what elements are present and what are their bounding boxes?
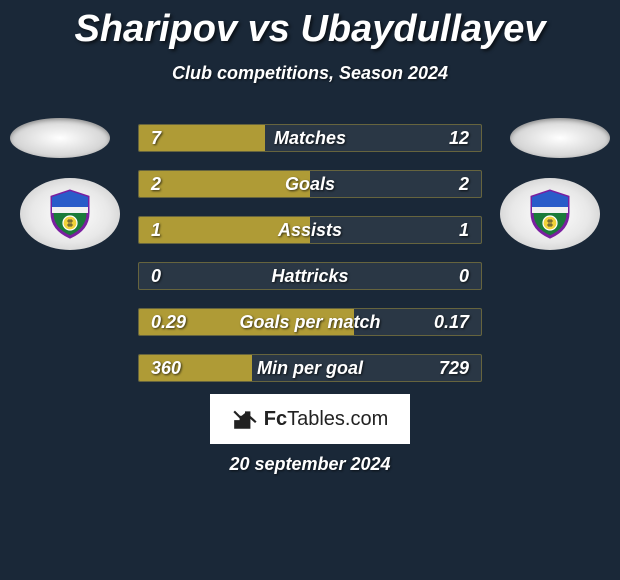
chart-icon	[232, 406, 258, 432]
player-left-badge	[10, 118, 110, 158]
club-right-crest	[500, 178, 600, 250]
branding-text: FcTables.com	[264, 408, 389, 431]
stat-value-right: 2	[459, 171, 469, 197]
stat-label: Hattricks	[139, 263, 481, 289]
stat-row: 712Matches	[138, 124, 482, 152]
stat-row: 11Assists	[138, 216, 482, 244]
stat-value-right: 12	[449, 125, 469, 151]
comparison-title: Sharipov vs Ubaydullayev	[0, 0, 620, 51]
stat-row: 0 0Hattricks	[138, 262, 482, 290]
stat-value-right: 729	[439, 355, 469, 381]
stat-value-left: 360	[151, 355, 181, 381]
shield-icon	[48, 189, 92, 239]
stat-row: 22Goals	[138, 170, 482, 198]
comparison-subtitle: Club competitions, Season 2024	[0, 63, 620, 84]
branding-box: FcTables.com	[210, 394, 410, 444]
stat-row: 360729Min per goal	[138, 354, 482, 382]
stat-value-left: 0	[151, 263, 161, 289]
club-left-crest	[20, 178, 120, 250]
stat-value-right: 0.17	[434, 309, 469, 335]
stats-container: 712Matches22Goals11Assists00Hattricks0.2…	[138, 124, 482, 400]
stat-value-right: 0	[459, 263, 469, 289]
stat-value-right: 1	[459, 217, 469, 243]
stat-value-left: 7	[151, 125, 161, 151]
stat-value-left: 1	[151, 217, 161, 243]
stat-fill-left	[139, 217, 310, 243]
player-right-badge	[510, 118, 610, 158]
footer-date: 20 september 2024	[0, 454, 620, 475]
stat-fill-left	[139, 171, 310, 197]
stat-row: 0.290.17Goals per match	[138, 308, 482, 336]
stat-value-left: 0.29	[151, 309, 186, 335]
stat-value-left: 2	[151, 171, 161, 197]
shield-icon	[528, 189, 572, 239]
